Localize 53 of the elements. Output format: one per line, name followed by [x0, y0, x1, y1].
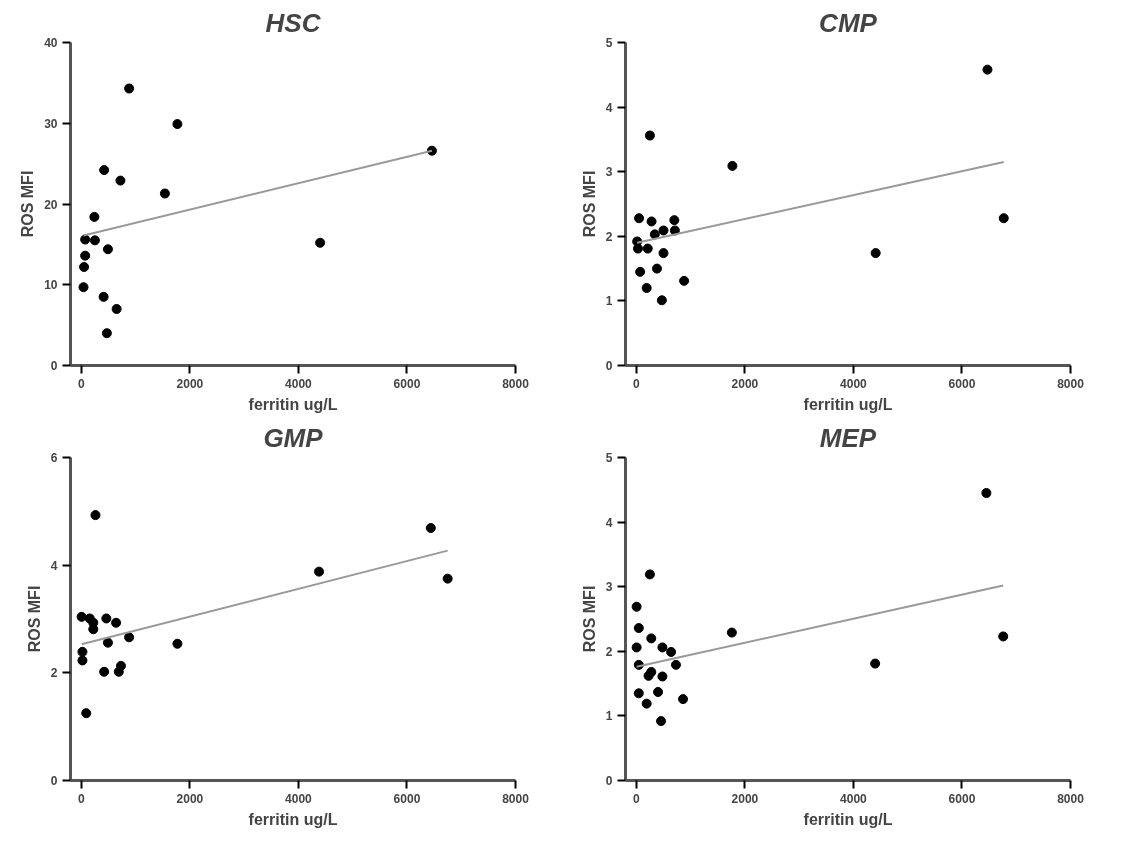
y-tick-label: 4 — [50, 558, 58, 573]
y-tick-label: 1 — [605, 709, 613, 724]
y-tick-label: 0 — [605, 774, 613, 788]
x-tick-label: 8000 — [502, 791, 530, 806]
y-tick-label: 0 — [50, 774, 58, 788]
y-tick-label: 3 — [605, 165, 613, 180]
x-tick-label: 2000 — [176, 376, 204, 391]
y-tick-label: 10 — [44, 278, 58, 293]
y-tick-label: 4 — [605, 100, 613, 115]
x-tick-label: 0 — [78, 376, 86, 391]
y-tick-label: 40 — [44, 36, 58, 50]
y-tick-label: 0 — [605, 359, 613, 373]
x-tick-label: 6000 — [393, 376, 421, 391]
y-tick-label: 4 — [605, 515, 613, 530]
x-tick-label: 0 — [633, 791, 641, 806]
y-axis-title: ROS MFI — [19, 170, 37, 238]
x-tick-label: 6000 — [948, 791, 976, 806]
y-tick-label: 2 — [605, 644, 613, 659]
x-tick-label: 0 — [78, 791, 86, 806]
y-axis-title: ROS MFI — [580, 585, 598, 653]
x-tick-label: 2000 — [731, 376, 759, 391]
x-tick-label: 6000 — [948, 376, 976, 391]
y-tick-label: 3 — [605, 580, 613, 595]
y-tick-label: 20 — [44, 197, 58, 212]
y-tick-label: 30 — [44, 116, 58, 131]
y-tick-label: 5 — [605, 451, 613, 465]
y-tick-label: 1 — [605, 294, 613, 309]
x-tick-label: 4000 — [840, 791, 868, 806]
x-axis-title: ferritin ug/L — [248, 810, 338, 828]
y-tick-label: 5 — [605, 36, 613, 50]
chart-title: MEP — [819, 422, 877, 453]
x-axis-title: ferritin ug/L — [803, 810, 893, 828]
x-tick-label: 4000 — [285, 791, 313, 806]
x-tick-label: 6000 — [393, 791, 421, 806]
x-tick-label: 0 — [633, 376, 641, 391]
x-tick-label: 8000 — [1057, 376, 1085, 391]
y-tick-label: 2 — [605, 229, 613, 244]
x-axis-title: ferritin ug/L — [248, 395, 338, 413]
y-tick-label: 2 — [50, 666, 58, 681]
x-tick-label: 8000 — [502, 376, 530, 391]
chart-title: HSC — [265, 7, 322, 38]
x-tick-label: 4000 — [840, 376, 868, 391]
y-axis-title: ROS MFI — [25, 585, 43, 653]
y-tick-label: 6 — [50, 451, 58, 465]
x-tick-label: 2000 — [731, 791, 759, 806]
x-tick-label: 8000 — [1057, 791, 1085, 806]
x-tick-label: 4000 — [285, 376, 313, 391]
x-tick-label: 2000 — [176, 791, 204, 806]
chart-title: GMP — [263, 422, 324, 453]
y-axis-title: ROS MFI — [580, 170, 598, 238]
chart-title: CMP — [819, 7, 878, 38]
y-tick-label: 0 — [50, 359, 58, 373]
x-axis-title: ferritin ug/L — [803, 395, 893, 413]
